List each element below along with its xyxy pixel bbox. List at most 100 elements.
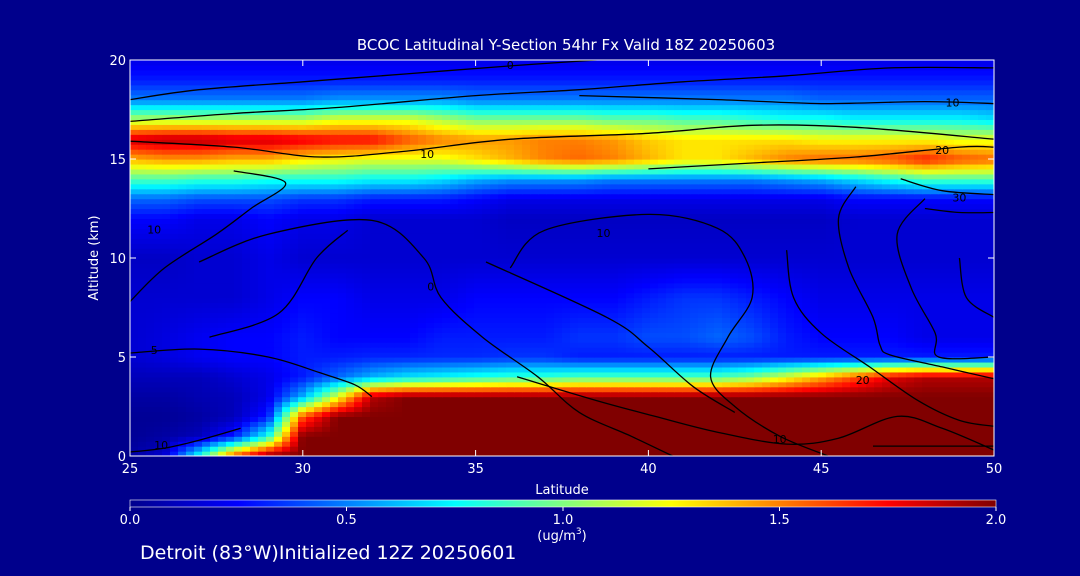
heatmap-cell (818, 376, 827, 383)
heatmap-cell (930, 312, 939, 318)
heatmap-cell (914, 317, 923, 323)
heatmap-cell (314, 267, 323, 274)
heatmap-cell (362, 352, 371, 358)
heatmap-cell (610, 411, 619, 417)
heatmap-cell (850, 376, 859, 383)
heatmap-cell (538, 292, 547, 299)
heatmap-cell (218, 327, 227, 333)
heatmap-cell (314, 317, 323, 323)
heatmap-cell (490, 253, 499, 259)
heatmap-cell (946, 391, 955, 398)
heatmap-cell (154, 332, 163, 338)
heatmap-cell (978, 317, 987, 323)
heatmap-cell (370, 431, 379, 437)
heatmap-cell (930, 411, 939, 417)
heatmap-cell (218, 371, 227, 378)
heatmap-cell (938, 317, 947, 323)
heatmap-cell (594, 376, 603, 383)
heatmap-cell (338, 277, 347, 284)
heatmap-cell (386, 307, 395, 314)
heatmap-cell (834, 446, 843, 452)
heatmap-cell (730, 253, 739, 259)
heatmap-cell (538, 446, 547, 452)
heatmap-cell (578, 446, 587, 452)
heatmap-cell (602, 327, 611, 333)
heatmap-cell (306, 317, 315, 323)
heatmap-cell (778, 376, 787, 383)
heatmap-cell (714, 233, 723, 239)
heatmap-cell (210, 243, 219, 249)
heatmap-cell (282, 282, 291, 289)
heatmap-cell (162, 233, 171, 239)
heatmap-cell (266, 272, 275, 279)
heatmap-cell (810, 233, 819, 239)
heatmap-cell (762, 302, 771, 309)
heatmap-cell (850, 292, 859, 299)
heatmap-cell (906, 376, 915, 383)
heatmap-cell (978, 302, 987, 309)
heatmap-cell (490, 287, 499, 294)
heatmap-cell (442, 446, 451, 452)
heatmap-cell (290, 446, 299, 452)
heatmap-cell (906, 272, 915, 279)
heatmap-cell (386, 248, 395, 254)
heatmap-cell (778, 302, 787, 309)
heatmap-cell (954, 267, 963, 274)
heatmap-cell (858, 282, 867, 289)
heatmap-cell (514, 272, 523, 279)
heatmap-cell (282, 357, 291, 363)
heatmap-cell (346, 332, 355, 338)
heatmap-cell (234, 248, 243, 254)
heatmap-cell (370, 302, 379, 309)
heatmap-cell (626, 327, 635, 333)
heatmap-cell (354, 352, 363, 358)
heatmap-cell (450, 441, 459, 447)
heatmap-cell (474, 406, 483, 413)
heatmap-cell (274, 411, 283, 417)
heatmap-cell (802, 406, 811, 413)
heatmap-cell (682, 272, 691, 279)
heatmap-cell (442, 431, 451, 437)
heatmap-cell (706, 357, 715, 363)
heatmap-cell (690, 451, 699, 456)
heatmap-cell (298, 337, 307, 343)
heatmap-cell (714, 297, 723, 304)
heatmap-cell (826, 322, 835, 328)
heatmap-cell (546, 406, 555, 413)
heatmap-cell (738, 267, 747, 274)
heatmap-cell (978, 258, 987, 264)
heatmap-cell (978, 248, 987, 254)
heatmap-cell (506, 411, 515, 417)
heatmap-cell (610, 292, 619, 299)
heatmap-cell (218, 233, 227, 239)
heatmap-cell (418, 332, 427, 338)
heatmap-cell (786, 421, 795, 427)
heatmap-cell (674, 312, 683, 318)
heatmap-cell (602, 272, 611, 279)
heatmap-cell (330, 357, 339, 363)
heatmap-cell (898, 282, 907, 289)
heatmap-cell (834, 248, 843, 254)
heatmap-cell (586, 381, 595, 388)
heatmap-cell (410, 441, 419, 447)
heatmap-cell (930, 342, 939, 348)
heatmap-cell (874, 307, 883, 314)
heatmap-cell (250, 292, 259, 299)
heatmap-cell (802, 258, 811, 264)
heatmap-cell (690, 228, 699, 234)
heatmap-cell (762, 287, 771, 294)
heatmap-cell (322, 366, 331, 373)
heatmap-cell (250, 381, 259, 388)
heatmap-cell (690, 233, 699, 239)
heatmap-cell (570, 317, 579, 323)
heatmap-cell (634, 267, 643, 274)
heatmap-cell (450, 381, 459, 388)
heatmap-cell (250, 258, 259, 264)
heatmap-cell (274, 297, 283, 304)
heatmap-cell (378, 282, 387, 289)
heatmap-cell (906, 421, 915, 427)
heatmap-cell (354, 421, 363, 427)
heatmap-cell (530, 416, 539, 422)
heatmap-cell (786, 262, 795, 269)
heatmap-cell (578, 391, 587, 398)
